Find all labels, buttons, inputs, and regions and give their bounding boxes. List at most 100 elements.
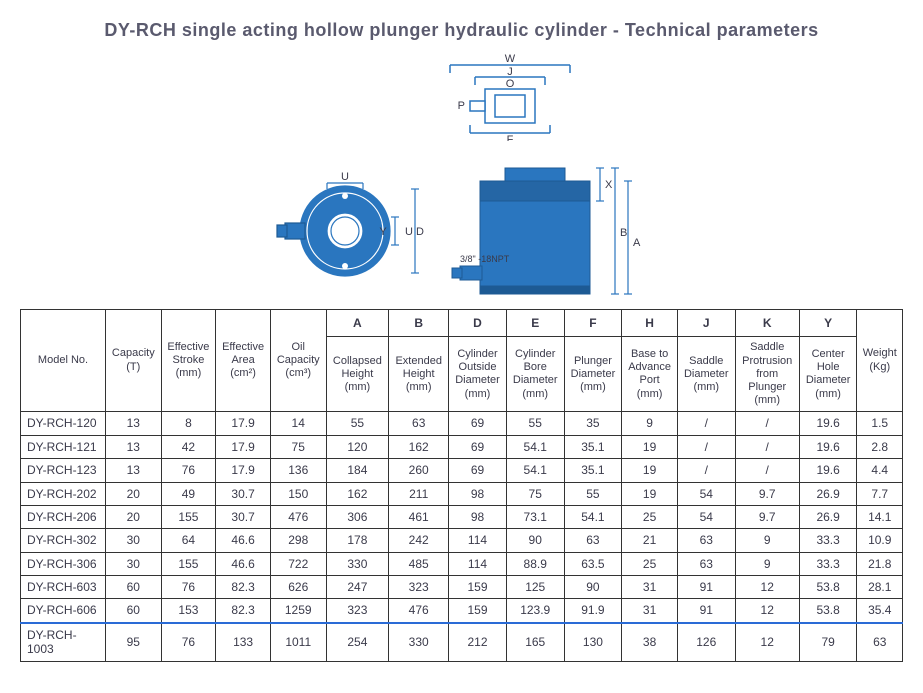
dim-label-y: Y [379, 226, 387, 238]
table-cell: / [735, 435, 799, 458]
table-cell: 323 [326, 599, 389, 623]
table-cell: 19 [622, 435, 678, 458]
table-cell: / [677, 459, 735, 482]
table-cell: 123.9 [506, 599, 564, 623]
table-cell: 136 [270, 459, 326, 482]
table-cell: 212 [449, 623, 507, 661]
table-row: DY-RCH-302306446.62981782421149063216393… [21, 529, 903, 552]
dim-label-x: X [605, 179, 613, 191]
table-cell: 626 [270, 576, 326, 599]
table-cell: 26.9 [799, 505, 857, 528]
table-cell: 79 [799, 623, 857, 661]
table-cell: / [735, 459, 799, 482]
table-cell: 75 [270, 435, 326, 458]
table-cell: 247 [326, 576, 389, 599]
table-cell: 178 [326, 529, 389, 552]
table-cell: 9 [622, 412, 678, 435]
table-body: DY-RCH-12013817.91455636955359//19.61.5D… [21, 412, 903, 661]
table-cell: 31 [622, 576, 678, 599]
table-cell: 8 [161, 412, 216, 435]
table-cell: 30 [106, 552, 162, 575]
table-cell: 114 [449, 529, 507, 552]
table-cell: 91.9 [564, 599, 622, 623]
table-cell: 69 [449, 412, 507, 435]
table-cell: DY-RCH-603 [21, 576, 106, 599]
table-cell: 25 [622, 505, 678, 528]
table-cell: DY-RCH-202 [21, 482, 106, 505]
table-cell: 330 [389, 623, 449, 661]
col-e: CylinderBoreDiameter(mm) [506, 337, 564, 412]
table-cell: / [677, 412, 735, 435]
table-cell: 12 [735, 599, 799, 623]
table-row: DY-RCH-12013817.91455636955359//19.61.5 [21, 412, 903, 435]
table-cell: 10.9 [857, 529, 903, 552]
table-cell: 69 [449, 435, 507, 458]
table-cell: / [677, 435, 735, 458]
table-cell: 9 [735, 552, 799, 575]
table-cell: 260 [389, 459, 449, 482]
col-model: Model No. [21, 310, 106, 412]
table-cell: 54 [677, 505, 735, 528]
table-cell: 254 [326, 623, 389, 661]
table-cell: 323 [389, 576, 449, 599]
diagram-side-view: X B A 3/8" -18NPT [450, 156, 650, 316]
table-cell: 55 [506, 412, 564, 435]
col-f: PlungerDiameter(mm) [564, 337, 622, 412]
col-area: EffectiveArea(cm²) [216, 310, 271, 412]
table-cell: 1011 [270, 623, 326, 661]
table-cell: 12 [735, 576, 799, 599]
table-cell: 476 [389, 599, 449, 623]
table-cell: 54.1 [564, 505, 622, 528]
table-cell: 60 [106, 576, 162, 599]
dim-label-u: U [341, 171, 349, 183]
col-stroke: EffectiveStroke(mm) [161, 310, 216, 412]
table-cell: DY-RCH-606 [21, 599, 106, 623]
table-cell: 46.6 [216, 552, 271, 575]
table-cell: 33.3 [799, 552, 857, 575]
table-cell: 133 [216, 623, 271, 661]
table-cell: 30 [106, 529, 162, 552]
table-row: DY-RCH-2062015530.74763064619873.154.125… [21, 505, 903, 528]
table-cell: 60 [106, 599, 162, 623]
table-cell: 91 [677, 599, 735, 623]
table-cell: 75 [506, 482, 564, 505]
page-title: DY-RCH single acting hollow plunger hydr… [20, 20, 903, 41]
table-cell: 53.8 [799, 576, 857, 599]
table-cell: 25 [622, 552, 678, 575]
table-cell: 33.3 [799, 529, 857, 552]
table-cell: 90 [564, 576, 622, 599]
table-cell: 14 [270, 412, 326, 435]
table-cell: 14.1 [857, 505, 903, 528]
dim-label-f: F [507, 134, 514, 141]
diagram-front-view: U Y U D [265, 171, 455, 291]
col-k: SaddleProtrusionfromPlunger(mm) [735, 337, 799, 412]
table-cell: 4.4 [857, 459, 903, 482]
dim-label-ud: U D [405, 226, 424, 238]
table-cell: 1.5 [857, 412, 903, 435]
table-cell: 54.1 [506, 435, 564, 458]
table-cell: 19 [622, 459, 678, 482]
table-cell: 165 [506, 623, 564, 661]
table-cell: 63.5 [564, 552, 622, 575]
table-cell: 9 [735, 529, 799, 552]
table-cell: 35.1 [564, 459, 622, 482]
table-cell: DY-RCH-120 [21, 412, 106, 435]
col-d: CylinderOutsideDiameter(mm) [449, 337, 507, 412]
col-letter-b: B [389, 310, 449, 337]
table-cell: 31 [622, 599, 678, 623]
table-cell: 155 [161, 505, 216, 528]
col-j: SaddleDiameter(mm) [677, 337, 735, 412]
table-cell: 98 [449, 482, 507, 505]
table-cell: 30.7 [216, 482, 271, 505]
dim-label-w: W [505, 53, 516, 65]
table-cell: 98 [449, 505, 507, 528]
table-cell: 63 [677, 529, 735, 552]
table-cell: 9.7 [735, 505, 799, 528]
table-row: DY-RCH-123137617.91361842606954.135.119/… [21, 459, 903, 482]
table-cell: 485 [389, 552, 449, 575]
table-cell: 88.9 [506, 552, 564, 575]
table-cell: 19 [622, 482, 678, 505]
table-cell: 330 [326, 552, 389, 575]
table-cell: 69 [449, 459, 507, 482]
table-cell: 19.6 [799, 412, 857, 435]
